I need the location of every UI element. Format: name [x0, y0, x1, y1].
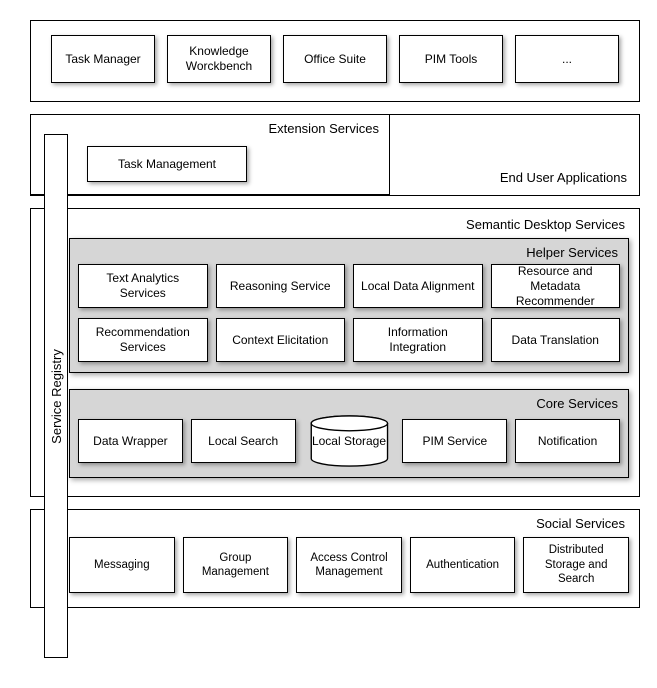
- end-user-outer: Extension Services Task Management End U…: [30, 114, 640, 196]
- node-resource-metadata-recommender: Resource and Metadata Recommender: [491, 264, 621, 308]
- node-group-management: Group Management: [183, 537, 289, 593]
- extension-services-box: Extension Services Task Management: [30, 114, 390, 195]
- node-data-wrapper: Data Wrapper: [78, 419, 183, 463]
- top-apps-row: Task Manager Knowledge Worckbench Office…: [31, 21, 639, 101]
- service-registry-rail: Service Registry: [44, 134, 68, 658]
- node-reasoning: Reasoning Service: [216, 264, 346, 308]
- node-context-elicitation: Context Elicitation: [216, 318, 346, 362]
- node-pim-tools: PIM Tools: [399, 35, 503, 83]
- node-data-translation: Data Translation: [491, 318, 621, 362]
- node-distributed-storage: Distributed Storage and Search: [523, 537, 629, 593]
- node-authentication: Authentication: [410, 537, 516, 593]
- local-storage-label: Local Storage: [312, 434, 386, 448]
- end-user-label: End User Applications: [390, 170, 639, 195]
- helper-row-1: Text Analytics Services Reasoning Servic…: [78, 264, 620, 308]
- diagram-root: Task Manager Knowledge Worckbench Office…: [30, 20, 640, 608]
- node-local-data-alignment: Local Data Alignment: [353, 264, 483, 308]
- helper-row-2: Recommendation Services Context Elicitat…: [78, 318, 620, 362]
- node-notification: Notification: [515, 419, 620, 463]
- core-services-panel: Core Services Data Wrapper Local Search …: [69, 389, 629, 478]
- social-services-box: Social Services Messaging Group Manageme…: [30, 509, 640, 608]
- service-registry-label: Service Registry: [49, 349, 64, 444]
- extension-services-label: Extension Services: [31, 115, 389, 142]
- ext-enduser-wrap: Extension Services Task Management End U…: [30, 114, 640, 196]
- social-services-label: Social Services: [69, 514, 629, 537]
- helper-services-panel: Helper Services Text Analytics Services …: [69, 238, 629, 373]
- helper-services-label: Helper Services: [78, 243, 620, 264]
- node-local-search: Local Search: [191, 419, 296, 463]
- node-pim-service: PIM Service: [402, 419, 507, 463]
- sds-label: Semantic Desktop Services: [69, 215, 629, 238]
- node-knowledge-workbench: Knowledge Worckbench: [167, 35, 271, 83]
- node-task-manager: Task Manager: [51, 35, 155, 83]
- node-local-storage: Local Storage: [304, 415, 395, 467]
- top-apps-box: Task Manager Knowledge Worckbench Office…: [30, 20, 640, 102]
- node-more: ...: [515, 35, 619, 83]
- node-information-integration: Information Integration: [353, 318, 483, 362]
- node-task-management: Task Management: [87, 146, 247, 182]
- social-row: Messaging Group Management Access Contro…: [69, 537, 629, 593]
- node-text-analytics: Text Analytics Services: [78, 264, 208, 308]
- core-row: Data Wrapper Local Search Local Storage …: [78, 415, 620, 467]
- node-access-control: Access Control Management: [296, 537, 402, 593]
- semantic-desktop-services-box: Semantic Desktop Services Helper Service…: [30, 208, 640, 497]
- core-services-label: Core Services: [78, 394, 620, 415]
- node-recommendation-services: Recommendation Services: [78, 318, 208, 362]
- node-messaging: Messaging: [69, 537, 175, 593]
- node-office-suite: Office Suite: [283, 35, 387, 83]
